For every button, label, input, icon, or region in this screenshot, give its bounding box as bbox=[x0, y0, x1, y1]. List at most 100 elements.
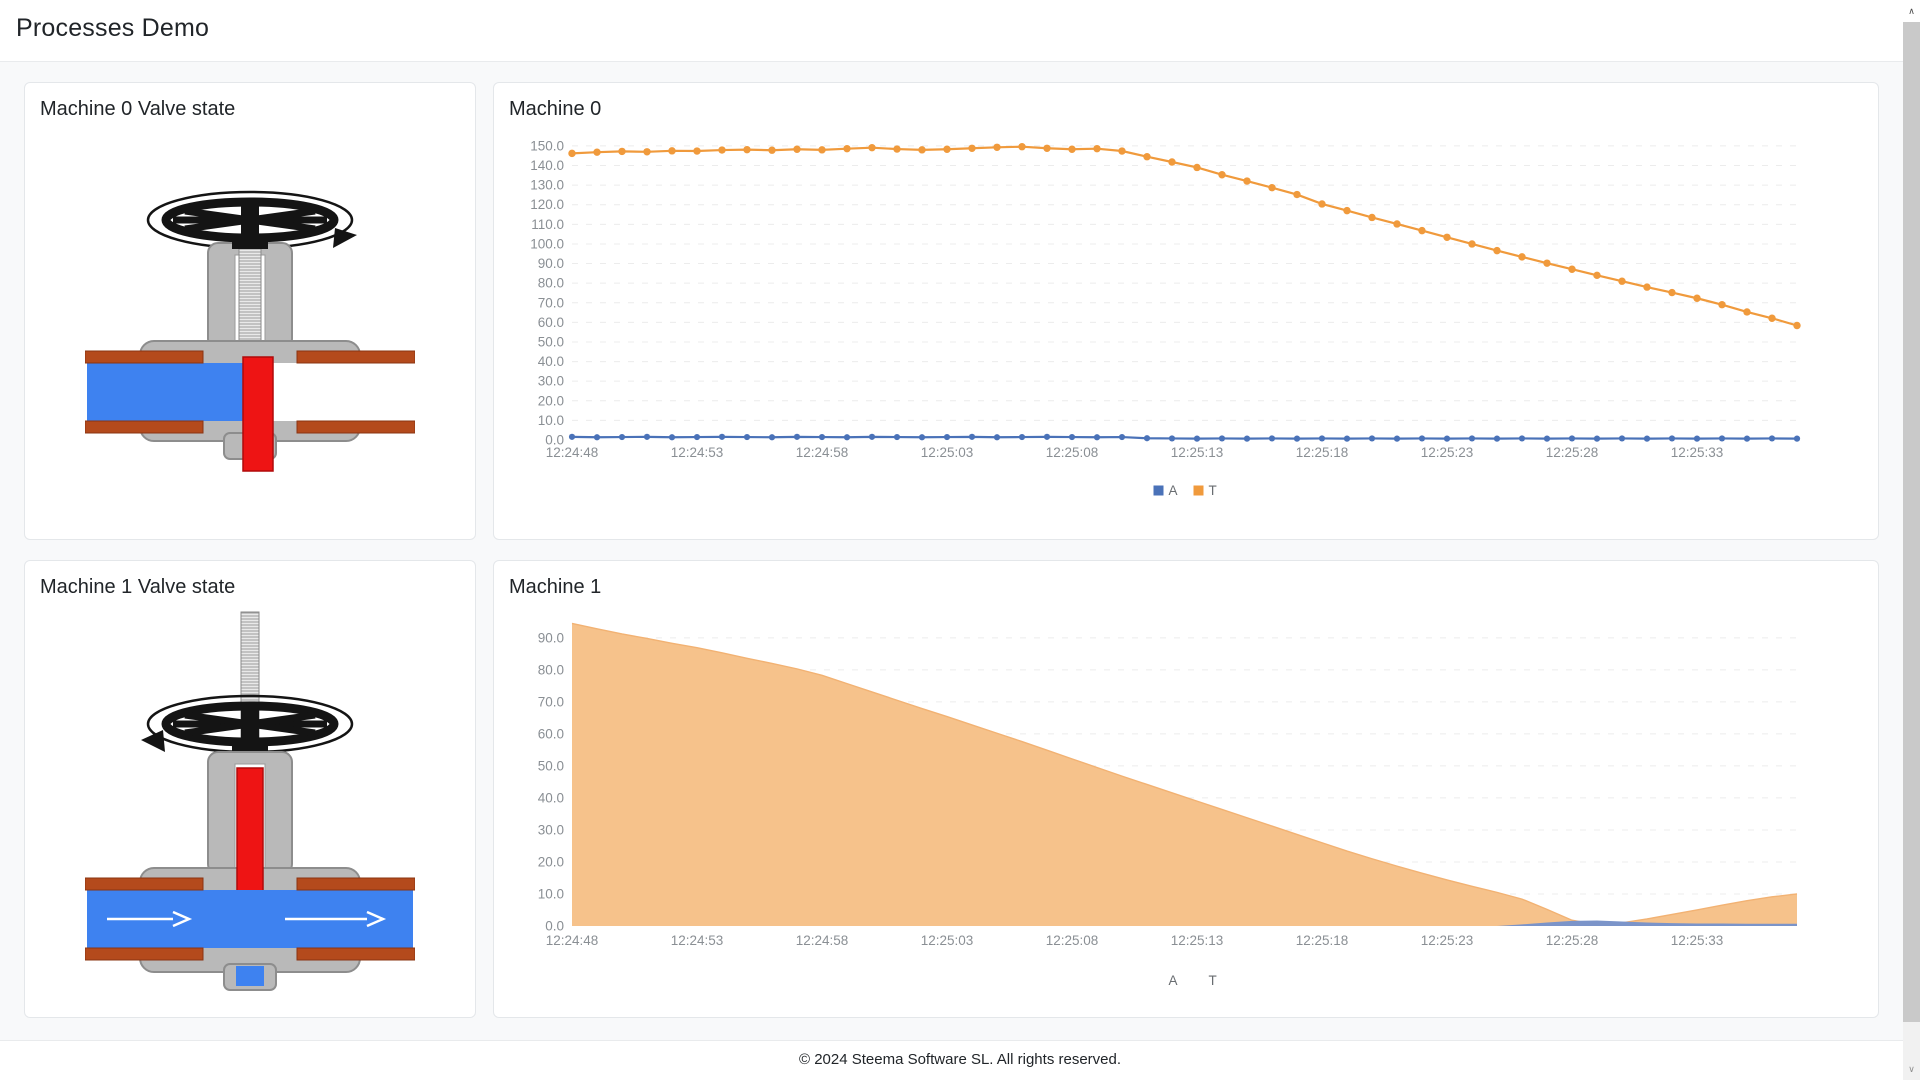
y-tick-label: 150.0 bbox=[530, 138, 564, 153]
card-title-machine1-chart: Machine 1 bbox=[509, 576, 602, 598]
y-tick-label: 60.0 bbox=[538, 315, 564, 330]
x-tick-label: 12:25:08 bbox=[1046, 445, 1099, 460]
y-tick-label: 80.0 bbox=[538, 662, 564, 677]
y-tick-label: 20.0 bbox=[538, 393, 564, 408]
x-tick-label: 12:25:18 bbox=[1296, 933, 1349, 948]
valve0-image-area bbox=[40, 127, 460, 519]
machine1-chart-area: 0.0 10.0 20.0 30.0 40.0 50.0 60.0 70.0 80.0 90.0 1… bbox=[509, 605, 1863, 1003]
y-tick-label: 80.0 bbox=[538, 276, 564, 291]
app-footer: © 2024 Steema Software SL. All rights re… bbox=[0, 1040, 1920, 1080]
scroll-down-button[interactable]: ∨ bbox=[1903, 1058, 1920, 1080]
x-tick-label: 12:25:18 bbox=[1296, 445, 1349, 460]
machine0-chart-area: 0.0 10.0 20.0 30.0 40.0 50.0 60.0 70.0 80.0 90.0 1… bbox=[509, 127, 1863, 519]
x-tick-label: 12:25:28 bbox=[1546, 933, 1599, 948]
valve1-image-area bbox=[40, 605, 460, 997]
notch-water bbox=[236, 966, 264, 986]
pipe-left-water bbox=[87, 363, 243, 421]
rotation-arrowhead bbox=[141, 730, 165, 752]
flange-left-top bbox=[85, 877, 204, 891]
series-T bbox=[568, 143, 1801, 330]
flow-arrow-right bbox=[285, 910, 387, 928]
legend-swatch bbox=[1153, 975, 1164, 986]
series-T bbox=[571, 622, 1798, 926]
card-machine1-valve: Machine 1 Valve state bbox=[24, 560, 476, 1018]
flange-right-top bbox=[296, 350, 415, 364]
flange-left-top bbox=[85, 350, 204, 364]
machine1-chart-canvas[interactable]: 0.0 10.0 20.0 30.0 40.0 50.0 60.0 70.0 80.0 90.0 1… bbox=[509, 605, 1863, 1003]
y-tick-label: 0.0 bbox=[545, 433, 564, 448]
legend-swatch bbox=[1193, 485, 1204, 496]
flange-left-bottom bbox=[85, 947, 204, 961]
x-tick-label: 12:25:33 bbox=[1671, 445, 1724, 460]
pipe-right-empty bbox=[273, 363, 415, 421]
stem-hub bbox=[241, 199, 259, 241]
stem-nut bbox=[232, 235, 268, 249]
x-tick-label: 12:24:53 bbox=[671, 445, 724, 460]
y-tick-label: 30.0 bbox=[538, 822, 564, 837]
y-tick-label: 90.0 bbox=[538, 630, 564, 645]
stem-nut bbox=[232, 740, 268, 754]
copyright-text: © 2024 Steema Software SL. All rights re… bbox=[798, 1051, 1122, 1068]
y-tick-label: 130.0 bbox=[530, 178, 564, 193]
dashboard-grid: Machine 0 Valve state bbox=[0, 62, 1920, 1040]
x-tick-label: 12:24:58 bbox=[796, 445, 849, 460]
x-tick-label: 12:25:13 bbox=[1171, 445, 1224, 460]
y-tick-label: 70.0 bbox=[538, 694, 564, 709]
card-title-machine1-valve: Machine 1 Valve state bbox=[40, 576, 236, 598]
flange-right-bottom bbox=[296, 420, 415, 434]
y-tick-label: 0.0 bbox=[545, 919, 564, 934]
flange-right-bottom bbox=[296, 947, 415, 961]
scrollbar-thumb[interactable] bbox=[1903, 22, 1920, 1022]
y-tick-label: 120.0 bbox=[530, 197, 564, 212]
x-tick-label: 12:24:48 bbox=[546, 445, 599, 460]
y-tick-label: 140.0 bbox=[530, 158, 564, 173]
legend-label: T bbox=[1209, 973, 1217, 988]
y-tick-label: 90.0 bbox=[538, 256, 564, 271]
x-tick-label: 12:25:23 bbox=[1421, 933, 1474, 948]
x-tick-label: 12:25:28 bbox=[1546, 445, 1599, 460]
machine0-chart-canvas[interactable]: 0.0 10.0 20.0 30.0 40.0 50.0 60.0 70.0 80.0 90.0 1… bbox=[509, 127, 1863, 519]
y-tick-label: 110.0 bbox=[531, 217, 564, 232]
legend-label: A bbox=[1169, 483, 1178, 498]
y-tick-label: 50.0 bbox=[538, 758, 564, 773]
card-title-machine0-chart: Machine 0 bbox=[509, 98, 602, 120]
rotation-arrowhead bbox=[333, 228, 357, 248]
y-tick-label: 10.0 bbox=[538, 886, 564, 901]
series-A bbox=[568, 433, 1801, 442]
y-tick-label: 100.0 bbox=[530, 236, 564, 251]
x-tick-label: 12:25:03 bbox=[921, 445, 974, 460]
x-tick-label: 12:25:13 bbox=[1171, 933, 1224, 948]
gate-closed bbox=[242, 356, 274, 472]
x-tick-label: 12:24:58 bbox=[796, 933, 849, 948]
card-machine0-valve: Machine 0 Valve state bbox=[24, 82, 476, 540]
vertical-scrollbar[interactable]: ∧ ∨ bbox=[1903, 0, 1920, 1080]
flange-right-top bbox=[296, 877, 415, 891]
card-title-machine0-valve: Machine 0 Valve state bbox=[40, 98, 236, 120]
page-title: Processes Demo bbox=[16, 14, 210, 42]
legend-label: T bbox=[1209, 483, 1217, 498]
legend-label: A bbox=[1169, 973, 1178, 988]
valve-open-diagram bbox=[85, 611, 415, 991]
y-tick-label: 20.0 bbox=[538, 854, 564, 869]
legend-swatch bbox=[1193, 975, 1204, 986]
series-A bbox=[572, 920, 1797, 926]
y-tick-label: 40.0 bbox=[538, 354, 564, 369]
x-tick-label: 12:25:33 bbox=[1671, 933, 1724, 948]
card-machine0-chart: Machine 0 0.0 10.0 20.0 30.0 40.0 50.0 60.0 70.… bbox=[493, 82, 1879, 540]
y-tick-label: 30.0 bbox=[538, 374, 564, 389]
flange-left-bottom bbox=[85, 420, 204, 434]
legend-swatch bbox=[1153, 485, 1164, 496]
x-tick-label: 12:25:23 bbox=[1421, 445, 1474, 460]
valve-closed-diagram bbox=[85, 190, 415, 472]
y-tick-label: 10.0 bbox=[538, 413, 564, 428]
flow-arrow-left bbox=[107, 910, 193, 928]
x-tick-label: 12:25:03 bbox=[921, 933, 974, 948]
y-tick-label: 40.0 bbox=[538, 790, 564, 805]
gate-raised bbox=[236, 767, 264, 893]
y-tick-label: 60.0 bbox=[538, 726, 564, 741]
y-tick-label: 70.0 bbox=[538, 295, 564, 310]
scroll-up-button[interactable]: ∧ bbox=[1903, 0, 1920, 22]
card-machine1-chart: Machine 1 0.0 10.0 20.0 30.0 40.0 50.0 60.0 70.… bbox=[493, 560, 1879, 1018]
